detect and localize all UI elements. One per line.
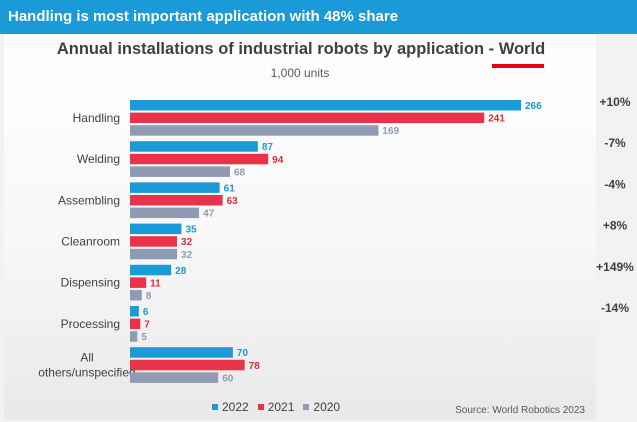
chart-title-prefix: Annual installations of industrial robot… bbox=[56, 40, 499, 58]
category-label-all-others-unspecified: All others/unspecified bbox=[38, 351, 135, 380]
bar-welding-2021 bbox=[130, 153, 269, 165]
change-label-cleanroom: +8% bbox=[603, 219, 628, 233]
bar-assembling-2021 bbox=[130, 195, 223, 206]
banner-title: Handling is most important application w… bbox=[0, 0, 637, 34]
value-label-all-others-unspecified-2022: 70 bbox=[237, 348, 249, 359]
value-label-assembling-2020: 47 bbox=[203, 209, 215, 220]
bar-dispensing-2020 bbox=[130, 290, 142, 301]
bar-dispensing-2021 bbox=[130, 277, 147, 288]
legend-item-2022: 2022 bbox=[212, 400, 249, 414]
title-underline bbox=[492, 64, 544, 68]
value-label-processing-2021: 7 bbox=[144, 320, 150, 331]
bar-all-others-unspecified-2021 bbox=[130, 359, 245, 371]
bar-welding-2022 bbox=[130, 141, 258, 152]
value-label-handling-2020: 169 bbox=[382, 126, 399, 137]
category-label-dispensing: Dispensing bbox=[61, 276, 120, 290]
legend-label-2022: 2022 bbox=[222, 400, 249, 414]
bar-processing-2021 bbox=[130, 318, 141, 330]
source-note: Source: World Robotics 2023 bbox=[455, 405, 585, 416]
value-label-welding-2020: 68 bbox=[234, 167, 246, 178]
value-label-processing-2020: 5 bbox=[141, 332, 147, 343]
category-label-assembling: Assembling bbox=[58, 193, 120, 207]
category-label-cleanroom: Cleanroom bbox=[61, 234, 120, 248]
bar-handling-2022 bbox=[130, 100, 521, 111]
legend-item-2020: 2020 bbox=[303, 400, 340, 414]
legend-label-2021: 2021 bbox=[267, 400, 295, 414]
chart-title-highlight: World bbox=[498, 40, 546, 58]
value-label-processing-2022: 6 bbox=[143, 307, 149, 318]
bar-processing-2022 bbox=[130, 306, 139, 317]
change-label-welding: -7% bbox=[604, 136, 626, 150]
bar-cleanroom-2020 bbox=[130, 248, 178, 260]
value-label-handling-2021: 241 bbox=[488, 114, 505, 125]
value-label-dispensing-2021: 11 bbox=[150, 278, 161, 289]
category-label-welding: Welding bbox=[77, 152, 120, 166]
value-label-all-others-unspecified-2021: 78 bbox=[249, 361, 261, 372]
bar-cleanroom-2021 bbox=[130, 236, 178, 247]
change-label-processing: -14% bbox=[601, 301, 629, 315]
legend-label-2020: 2020 bbox=[313, 400, 341, 414]
value-label-welding-2022: 87 bbox=[262, 142, 274, 153]
legend-item-2021: 2021 bbox=[257, 400, 295, 414]
change-label-dispensing: +149% bbox=[596, 260, 634, 274]
value-label-assembling-2022: 61 bbox=[224, 183, 236, 194]
change-label-handling: +10% bbox=[599, 95, 630, 109]
bar-handling-2020 bbox=[130, 125, 379, 136]
value-label-handling-2022: 266 bbox=[525, 101, 542, 112]
bar-handling-2021 bbox=[130, 112, 485, 124]
legend-swatch-2021 bbox=[257, 404, 264, 410]
chart-panel bbox=[4, 34, 596, 420]
value-label-assembling-2021: 63 bbox=[227, 196, 239, 207]
value-label-cleanroom-2020: 32 bbox=[181, 250, 193, 261]
bar-dispensing-2022 bbox=[130, 264, 172, 276]
category-label-processing: Processing bbox=[61, 317, 120, 331]
bar-processing-2020 bbox=[130, 331, 138, 342]
bar-welding-2020 bbox=[130, 166, 230, 177]
bar-assembling-2022 bbox=[130, 182, 220, 193]
chart-subtitle: 1,000 units bbox=[270, 66, 330, 80]
legend-swatch-2020 bbox=[303, 404, 310, 410]
bar-cleanroom-2022 bbox=[130, 223, 182, 235]
legend: 2022 2021 2020 bbox=[212, 400, 340, 414]
value-label-welding-2021: 94 bbox=[272, 155, 284, 166]
chart-title: Annual installations of industrial robot… bbox=[0, 40, 602, 59]
bar-all-others-unspecified-2020 bbox=[130, 372, 219, 383]
bar-all-others-unspecified-2022 bbox=[130, 347, 233, 358]
legend-swatch-2022 bbox=[212, 404, 218, 410]
category-label-handling: Handling bbox=[73, 111, 120, 125]
value-label-dispensing-2022: 28 bbox=[175, 266, 187, 277]
value-label-cleanroom-2022: 35 bbox=[185, 225, 197, 236]
change-label-assembling: -4% bbox=[604, 177, 626, 191]
value-label-cleanroom-2021: 32 bbox=[181, 237, 193, 248]
value-label-dispensing-2020: 8 bbox=[146, 291, 152, 302]
value-label-all-others-unspecified-2020: 60 bbox=[222, 373, 234, 384]
bar-assembling-2020 bbox=[130, 207, 200, 219]
